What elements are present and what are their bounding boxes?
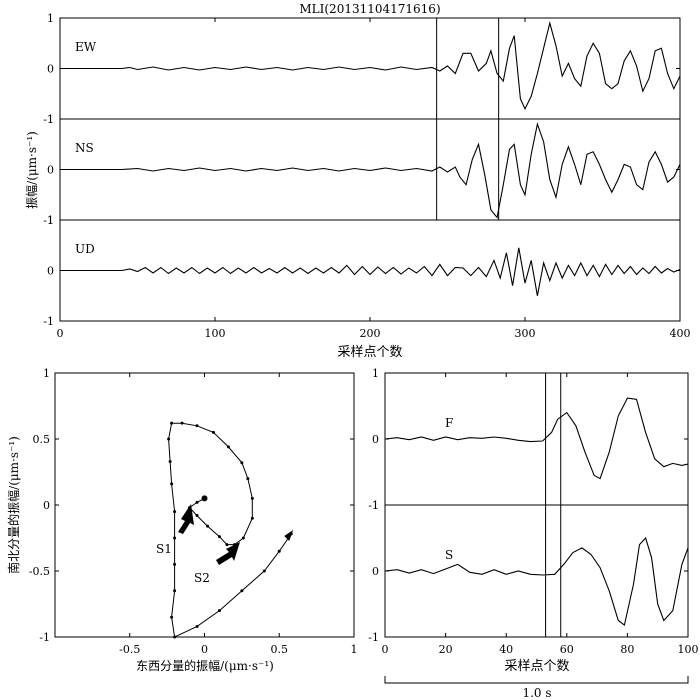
series-label-ud: UD — [75, 242, 95, 256]
x-tick-label: 300 — [515, 327, 536, 340]
hodogram-point — [195, 500, 199, 504]
series-label-ew: EW — [75, 40, 97, 54]
fs-chart-xlabel: 采样点个数 — [504, 659, 569, 674]
hodogram-xlabel: 东西分量的振幅/(μm·s⁻¹) — [136, 658, 274, 673]
hodogram-point — [170, 482, 174, 486]
y-tick-label: -1 — [39, 631, 50, 644]
hodogram-point — [225, 543, 229, 547]
y-tick-label: 0 — [43, 499, 50, 512]
series-line-ns — [60, 122, 681, 219]
hodogram-point — [246, 477, 250, 481]
y-tick-label: 1 — [43, 367, 50, 380]
x-tick-label: -0.5 — [119, 643, 140, 656]
panel-s-frame — [384, 504, 689, 638]
hodogram-point — [250, 516, 254, 520]
y-tick-label: 1 — [47, 12, 54, 25]
hodogram-point — [195, 424, 199, 428]
y-tick-label: 0 — [47, 63, 54, 76]
x-tick-label: 100 — [205, 327, 226, 340]
hodogram-point — [262, 569, 266, 573]
y-tick-label: 0 — [47, 265, 54, 278]
panel-ns-frame — [59, 118, 681, 221]
trajectory-end-arrow — [284, 530, 294, 542]
y-tick-label: -1 — [368, 499, 379, 512]
hodogram-point — [173, 536, 177, 540]
top-chart-title: MLI(20131104171616) — [299, 2, 440, 16]
hodogram-point — [170, 421, 174, 425]
hodogram-point — [167, 437, 171, 441]
y-tick-label: 0 — [47, 164, 54, 177]
hodogram-point — [241, 536, 245, 540]
series-line-ud — [60, 247, 681, 296]
duration-label: 1.0 s — [522, 686, 551, 700]
y-tick-label: 1 — [47, 113, 54, 126]
hodogram-point — [168, 459, 172, 463]
top-chart-xlabel: 采样点个数 — [337, 345, 402, 360]
top-chart-ylabel: 振幅/(μm·s⁻¹) — [24, 131, 39, 209]
x-tick-label: 0 — [382, 643, 389, 656]
hodogram-point — [211, 430, 215, 434]
duration-bracket — [384, 676, 689, 684]
hodogram-ylabel: 南北分量的振幅/(μm·s⁻¹) — [6, 436, 21, 574]
x-tick-label: 0.5 — [271, 643, 289, 656]
x-tick-label: 200 — [360, 327, 381, 340]
y-tick-label: 0 — [372, 565, 379, 578]
hodogram-point — [217, 609, 221, 613]
y-tick-label: 1 — [372, 367, 379, 380]
trajectory-start-marker — [201, 495, 208, 502]
x-tick-label: 400 — [670, 327, 691, 340]
series-label-ns: NS — [75, 141, 94, 155]
hodogram-point — [188, 506, 192, 510]
series-line-s — [384, 536, 689, 627]
y-tick-label: -1 — [43, 315, 54, 328]
arrow-marker-2 — [216, 542, 240, 565]
hodogram-point — [173, 635, 177, 639]
series-label-f: F — [445, 416, 453, 430]
x-tick-label: 0 — [201, 643, 208, 656]
x-tick-label: 1 — [351, 643, 358, 656]
y-tick-label: -1 — [43, 113, 54, 126]
hodogram-point — [170, 615, 174, 619]
hodogram-point — [195, 624, 199, 628]
x-tick-label: 20 — [439, 643, 453, 656]
panel-ud-frame — [59, 219, 681, 322]
hodogram-point — [217, 535, 221, 539]
y-tick-label: 1 — [372, 499, 379, 512]
y-tick-label: -1 — [368, 631, 379, 644]
hodogram-point — [250, 496, 254, 500]
x-tick-label: 100 — [678, 643, 699, 656]
y-tick-label: 0.5 — [33, 433, 51, 446]
hodogram-point — [205, 524, 209, 528]
hodogram-arrows — [178, 504, 240, 565]
x-tick-label: 0 — [57, 327, 64, 340]
hodogram-point — [173, 510, 177, 514]
hodogram-point — [195, 514, 199, 518]
hodogram-point — [277, 549, 281, 553]
hodogram-point — [173, 589, 177, 593]
hodogram-point — [232, 543, 236, 547]
arrow-marker-1 — [178, 504, 194, 534]
hodogram-point — [226, 445, 230, 449]
x-tick-label: 40 — [499, 643, 513, 656]
hodogram-label-s2: S2 — [194, 571, 210, 585]
hodogram-point — [240, 589, 244, 593]
series-line-f — [384, 397, 689, 480]
series-line-ew — [60, 20, 681, 111]
hodogram-label-s1: S1 — [156, 542, 172, 556]
hodogram-frame — [54, 372, 355, 638]
hodogram-trajectory — [168, 422, 292, 638]
y-tick-label: -0.5 — [29, 565, 50, 578]
hodogram-point — [180, 421, 184, 425]
y-tick-label: 0 — [372, 433, 379, 446]
x-tick-label: 80 — [620, 643, 634, 656]
series-label-s: S — [445, 548, 453, 562]
x-tick-label: 60 — [560, 643, 574, 656]
hodogram-point — [240, 461, 244, 465]
panel-ew-frame — [59, 17, 681, 120]
y-tick-label: 1 — [47, 214, 54, 227]
hodogram-point — [173, 562, 177, 566]
y-tick-label: -1 — [43, 214, 54, 227]
